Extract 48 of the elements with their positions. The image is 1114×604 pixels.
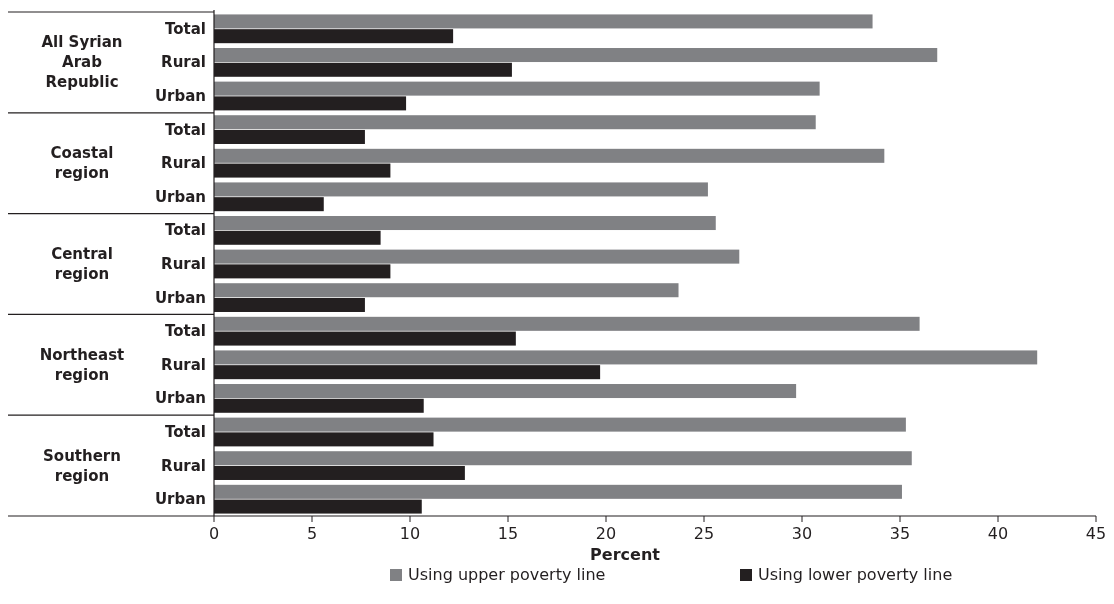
text: Northeast region	[39, 345, 125, 384]
bar	[214, 216, 716, 231]
y-tick-label: Urban	[154, 389, 206, 408]
bar	[214, 384, 797, 399]
y-tick-label: Rural	[161, 53, 206, 72]
text: Southern region	[43, 446, 121, 485]
legend-label: Using lower poverty line	[758, 565, 953, 584]
bar	[214, 350, 1038, 365]
y-tick-label: Total	[165, 19, 206, 38]
x-tick-label: 45	[1085, 524, 1107, 543]
bar	[214, 283, 679, 298]
bar	[214, 249, 740, 264]
bar	[214, 148, 885, 163]
text: Central region	[51, 245, 113, 283]
bar	[214, 484, 902, 499]
x-tick-label: 0	[208, 524, 220, 543]
x-tick-label: 30	[791, 524, 813, 543]
bar	[214, 182, 708, 197]
y-tick-label: Rural	[161, 255, 206, 273]
bar	[214, 14, 873, 29]
y-tick-label: Total	[165, 120, 206, 139]
y-tick-label: Urban	[154, 490, 206, 509]
y-tick-label: Urban	[154, 187, 206, 206]
x-tick-label: 35	[889, 524, 911, 543]
text: All Syrian Arab Republic	[41, 33, 123, 92]
y-tick-label: Total	[165, 423, 206, 441]
x-tick-label: 20	[595, 524, 617, 543]
x-tick-label: 25	[693, 524, 715, 543]
y-tick-label: Total	[165, 322, 206, 341]
y-tick-label: Total	[165, 221, 206, 240]
bar	[214, 316, 920, 331]
bar	[214, 48, 938, 63]
y-tick-label: Rural	[161, 456, 206, 475]
text: Coastal region	[50, 144, 114, 183]
y-tick-label: Rural	[161, 355, 206, 374]
bar	[214, 451, 912, 466]
bar	[214, 417, 906, 432]
y-tick-label: Urban	[154, 288, 206, 307]
y-tick-label: Rural	[161, 154, 206, 173]
bar	[214, 115, 816, 130]
x-tick-label: 40	[987, 524, 1009, 543]
x-tick-label: 15	[497, 524, 519, 543]
legend-label: Using upper poverty line	[408, 565, 606, 584]
x-tick-label: 5	[306, 524, 318, 543]
y-tick-label: Urban	[154, 87, 206, 105]
x-tick-label: 10	[399, 524, 421, 543]
x-axis-title: Percent	[590, 545, 661, 564]
bar	[214, 81, 820, 96]
